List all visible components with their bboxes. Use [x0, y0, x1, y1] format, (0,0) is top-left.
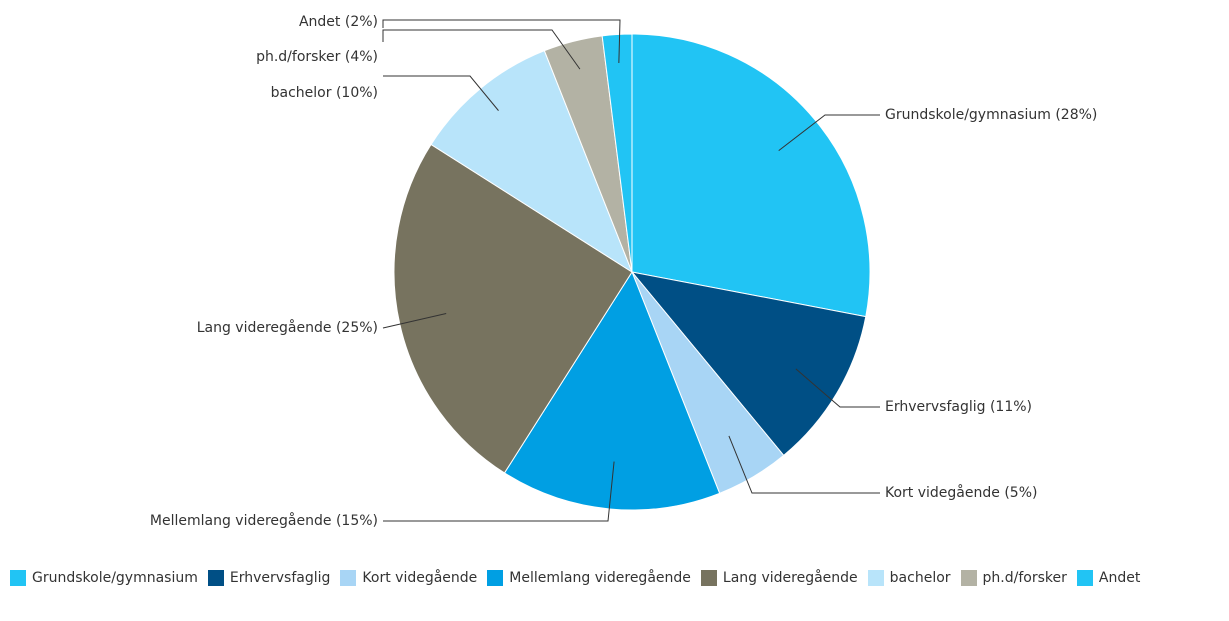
leader-line	[383, 75, 499, 111]
legend-swatch	[867, 570, 884, 586]
legend-swatch	[1076, 570, 1093, 586]
legend-item: Kort videgående	[340, 570, 477, 586]
legend: Grundskole/gymnasium Erhvervsfaglig Kort v…	[10, 570, 1225, 586]
data-label: Erhvervsfaglig (11%)	[885, 399, 1032, 415]
legend-item: Grundskole/gymnasium	[10, 570, 198, 586]
legend-item: Andet	[1076, 570, 1141, 586]
data-label: Grundskole/gymnasium (28%)	[885, 107, 1097, 123]
chart: Grundskole/gymnasium (28%) Erhvervsfaglig…	[150, 14, 1097, 529]
pie-slice	[630, 271, 867, 457]
legend-item: ph.d/forsker	[960, 570, 1067, 586]
legend-item: Mellemlang videregående	[487, 570, 691, 586]
pie-slice	[631, 33, 871, 318]
legend-label: Erhvervsfaglig	[229, 570, 331, 586]
leader-line	[382, 29, 581, 70]
leader-line	[383, 461, 615, 522]
data-label: Andet (2%)	[299, 14, 378, 30]
legend-label: ph.d/forsker	[982, 570, 1067, 586]
legend-label: Grundskole/gymnasium	[32, 570, 198, 586]
legend-label: Kort videgående	[362, 570, 478, 586]
leader-line	[382, 313, 447, 329]
leader-line	[795, 368, 880, 408]
legend-item: Erhvervsfaglig	[207, 570, 331, 586]
leader-line	[728, 435, 880, 494]
legend-swatch	[207, 570, 224, 586]
legend-swatch	[340, 570, 357, 586]
data-label: Kort videgående (5%)	[885, 484, 1037, 501]
legend-item: bachelor	[867, 570, 951, 586]
leader-line	[382, 19, 621, 63]
data-label: ph.d/forsker (4%)	[256, 49, 378, 65]
legend-label: Mellemlang videregående	[509, 570, 691, 586]
data-label: bachelor (10%)	[271, 85, 378, 101]
legend-swatch	[960, 570, 977, 586]
leader-line	[778, 114, 880, 152]
legend-item: Lang videregående	[700, 570, 858, 586]
data-label: Lang videregående (25%)	[197, 319, 378, 336]
data-label: Mellemlang videregående (15%)	[150, 512, 378, 529]
legend-swatch	[10, 570, 26, 586]
legend-swatch	[700, 570, 717, 586]
legend-label: Lang videregående	[722, 570, 858, 586]
pie-slice	[601, 33, 633, 273]
legend-label: bachelor	[889, 570, 951, 586]
legend-swatch	[487, 570, 504, 586]
legend-label: Andet	[1098, 570, 1141, 586]
